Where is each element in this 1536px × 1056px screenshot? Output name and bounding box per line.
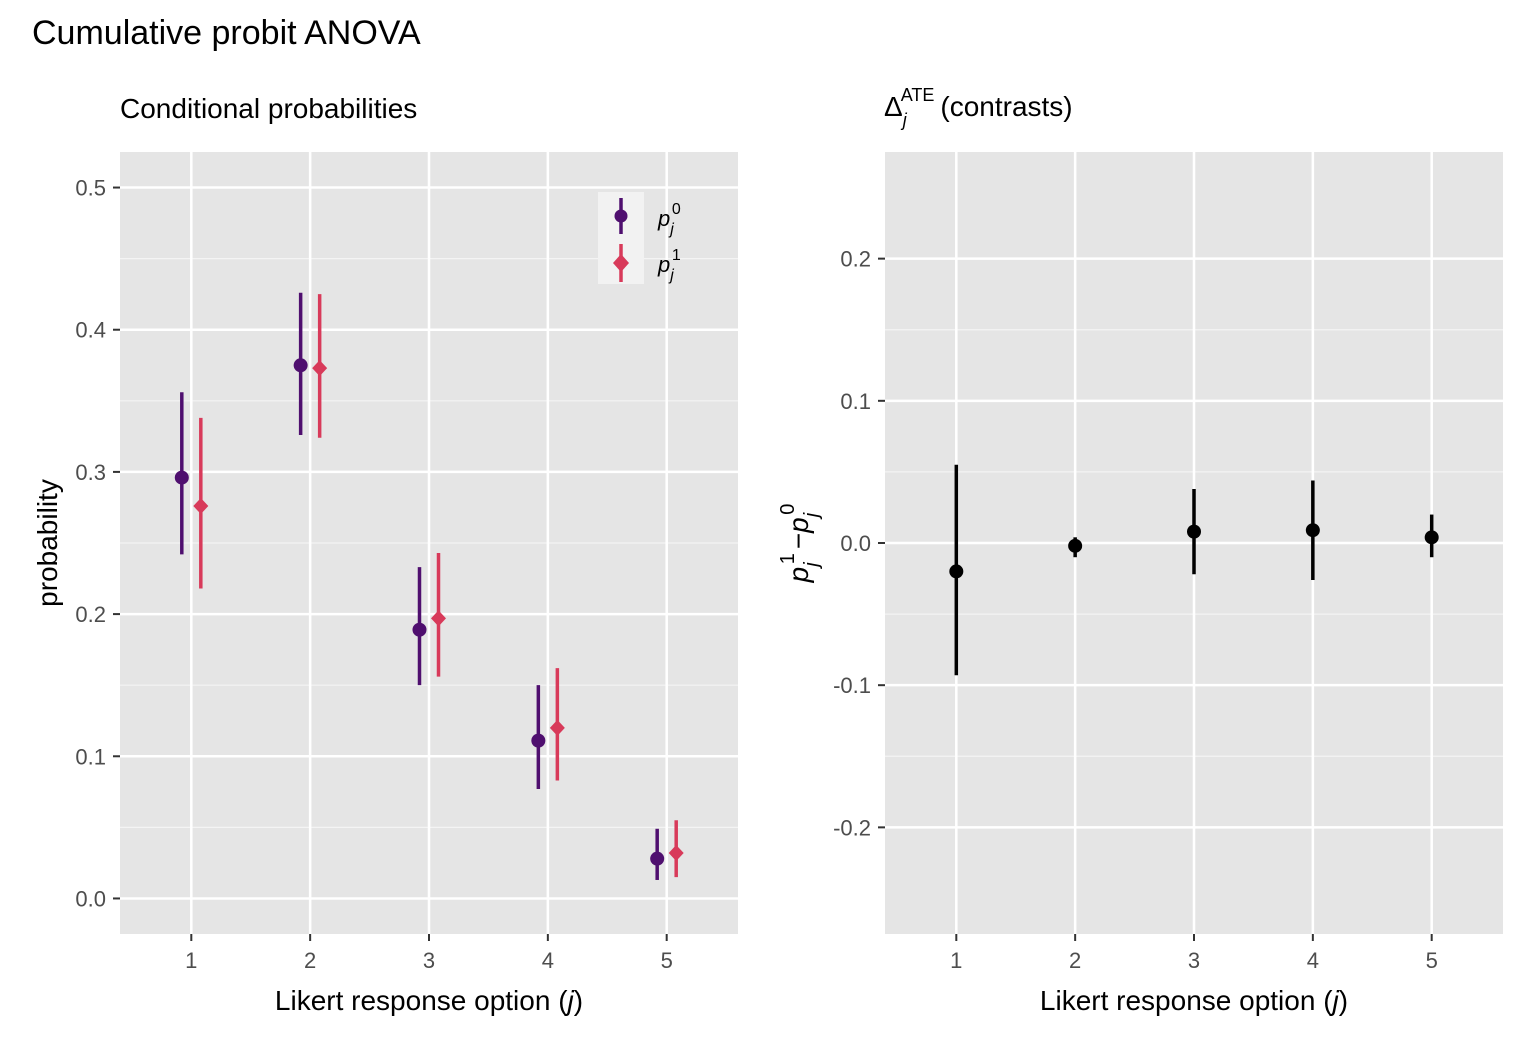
y-tick-label: 0.2 <box>840 247 871 272</box>
point-circle <box>650 851 665 866</box>
legend: pj0 pj1 <box>598 192 681 284</box>
y-tick-label: -0.1 <box>833 673 871 698</box>
x-tick-label: 2 <box>304 948 316 973</box>
x-tick-label: 3 <box>1188 948 1200 973</box>
ylabel-p: p <box>783 567 814 584</box>
point-circle <box>1068 538 1083 553</box>
left-y-axis-title: probability <box>32 479 63 607</box>
left-data-marks <box>174 292 684 880</box>
left-gridlines <box>120 152 738 934</box>
right-x-axis-title-text: Likert response option ( <box>1040 985 1333 1016</box>
right-panel-title: Δj ATE (contrasts) <box>884 85 1073 130</box>
x-tick-label: 4 <box>1307 948 1319 973</box>
right-data-marks <box>949 464 1439 676</box>
point-diamond <box>668 844 684 861</box>
ylabel-sup-0: 0 <box>777 504 799 515</box>
right-x-axis-title-j: j <box>1329 985 1340 1016</box>
delta-subscript-j: j <box>900 110 908 130</box>
point-circle <box>531 733 546 748</box>
x-tick-label: 5 <box>661 948 673 973</box>
point-circle <box>1305 523 1320 538</box>
ylabel-sub-j2: j <box>801 512 823 520</box>
point-circle <box>949 564 964 579</box>
x-tick-label: 3 <box>423 948 435 973</box>
left-x-axis-title: Likert response option (j) <box>275 985 583 1016</box>
figure-title: Cumulative probit ANOVA <box>32 14 421 52</box>
y-tick-label: 0.2 <box>75 602 106 627</box>
panel-contrasts: Δj ATE (contrasts) -0.2 -0.1 0.0 0.1 0.2 1 2 3 4 5… <box>777 85 1503 1016</box>
x-tick-label: 2 <box>1069 948 1081 973</box>
x-tick-label: 1 <box>950 948 962 973</box>
point-circle <box>293 358 308 373</box>
point-circle <box>1424 530 1439 545</box>
x-tick-label: 5 <box>1426 948 1438 973</box>
point-circle <box>174 470 189 485</box>
legend-key-p0-marker <box>614 209 628 223</box>
legend-key-p1-marker <box>613 254 629 272</box>
left-x-axis-title-close: ) <box>574 985 583 1016</box>
y-tick-label: 0.1 <box>840 389 871 414</box>
y-tick-label: 0.3 <box>75 460 106 485</box>
left-x-axis-title-j: j <box>564 985 575 1016</box>
left-x-ticks: 1 2 3 4 5 <box>185 934 673 973</box>
panel-conditional-probabilities: Conditional probabilities 0.00.10.20.30.… <box>32 93 738 1016</box>
ylabel-sup-1: 1 <box>777 553 799 564</box>
y-tick-label: 0.4 <box>75 318 106 343</box>
ylabel-sub-j1: j <box>801 562 823 570</box>
x-tick-label: 4 <box>542 948 554 973</box>
right-panel-title-contrasts: (contrasts) <box>940 91 1072 122</box>
point-diamond <box>431 610 447 627</box>
point-circle <box>1187 524 1201 539</box>
point-circle <box>412 622 427 637</box>
delta-symbol: Δ <box>884 91 903 122</box>
y-tick-label: 0.1 <box>75 744 106 769</box>
point-diamond <box>549 719 565 736</box>
left-panel-title: Conditional probabilities <box>120 93 417 124</box>
right-y-ticks: -0.2 -0.1 0.0 0.1 0.2 <box>833 247 885 840</box>
left-y-ticks: 0.0 0.1 0.2 0.3 0.4 0.5 <box>75 176 120 911</box>
right-x-axis-title: Likert response option (j) <box>1040 985 1348 1016</box>
ylabel-minus: − <box>783 533 814 549</box>
point-diamond <box>312 360 328 377</box>
point-diamond <box>193 498 209 515</box>
right-y-axis-title: pj1−pj0 <box>777 504 823 584</box>
x-tick-label: 1 <box>185 948 197 973</box>
right-x-ticks: 1 2 3 4 5 <box>950 934 1438 973</box>
ylabel-p2: p <box>783 517 814 534</box>
y-tick-label: 0.5 <box>75 176 106 201</box>
delta-superscript-ate: ATE <box>901 85 935 105</box>
y-tick-label: -0.2 <box>833 815 871 840</box>
left-x-axis-title-text: Likert response option ( <box>275 985 568 1016</box>
y-tick-label: 0.0 <box>840 531 871 556</box>
y-tick-label: 0.0 <box>75 886 106 911</box>
right-x-axis-title-close: ) <box>1339 985 1348 1016</box>
